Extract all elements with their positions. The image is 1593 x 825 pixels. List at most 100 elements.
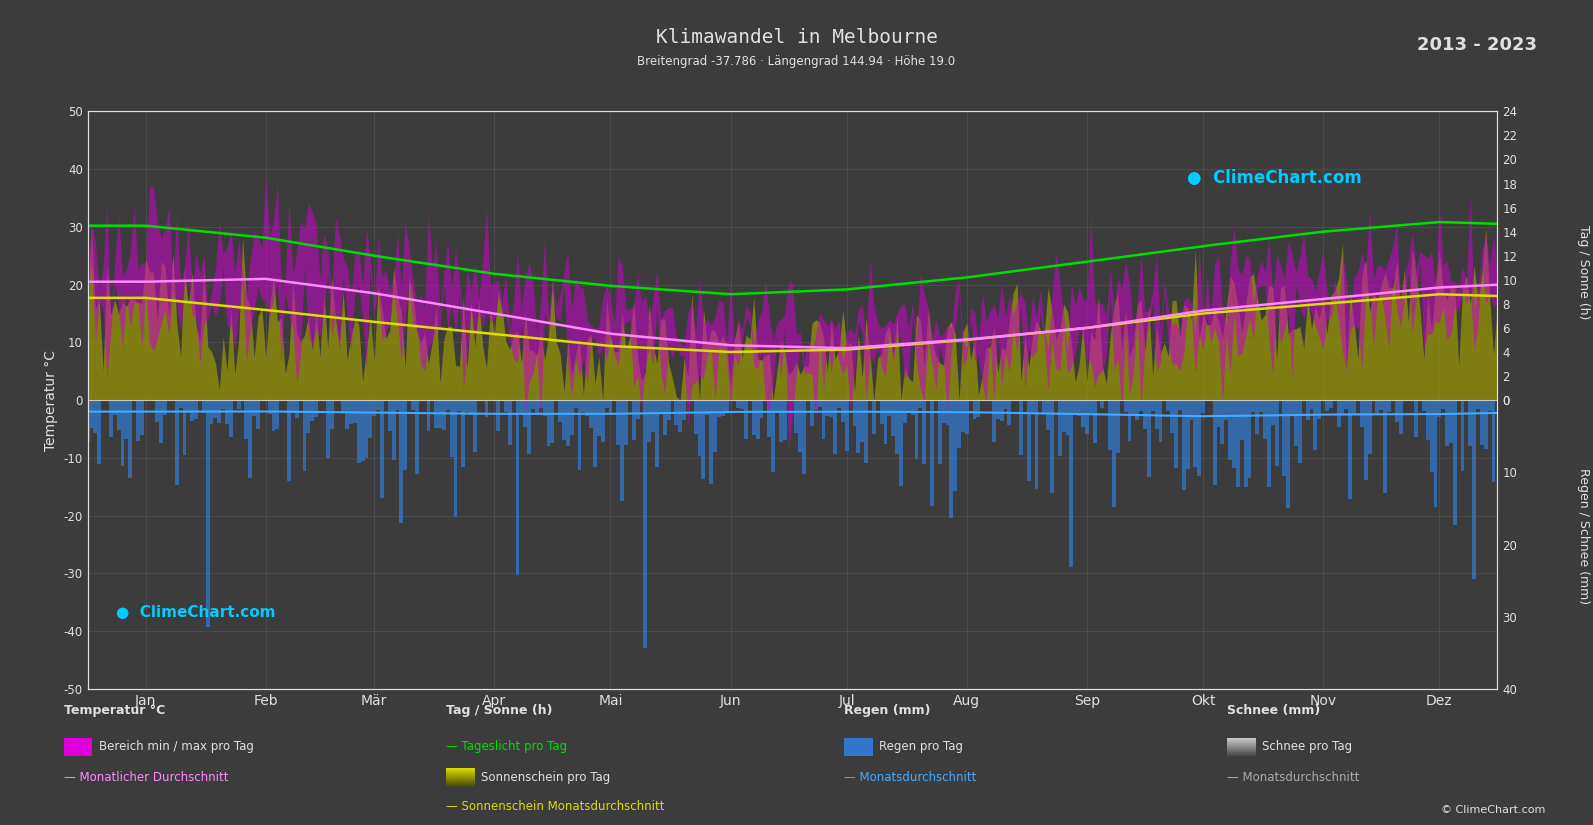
- Bar: [1082, 400, 1085, 427]
- Bar: [524, 400, 527, 427]
- Bar: [108, 400, 113, 437]
- Bar: [663, 400, 666, 436]
- Bar: [225, 400, 229, 424]
- Bar: [760, 400, 763, 418]
- Text: — Monatlicher Durchschnitt: — Monatlicher Durchschnitt: [64, 771, 228, 784]
- Bar: [776, 400, 779, 413]
- Bar: [1007, 400, 1012, 425]
- Bar: [1247, 400, 1252, 478]
- Bar: [449, 400, 454, 457]
- Bar: [965, 400, 969, 434]
- Bar: [1193, 400, 1198, 467]
- Bar: [256, 400, 260, 428]
- Bar: [314, 400, 319, 417]
- Bar: [755, 400, 760, 439]
- Bar: [530, 400, 535, 409]
- Bar: [1445, 400, 1450, 446]
- Bar: [961, 400, 965, 431]
- Bar: [884, 400, 887, 444]
- Text: Breitengrad -37.786 · Längengrad 144.94 · Höhe 19.0: Breitengrad -37.786 · Längengrad 144.94 …: [637, 55, 956, 68]
- Bar: [949, 400, 953, 518]
- Bar: [1434, 400, 1437, 507]
- Bar: [1453, 400, 1456, 526]
- Bar: [660, 400, 663, 412]
- Bar: [782, 400, 787, 440]
- Bar: [898, 400, 903, 486]
- Text: Tag / Sonne (h): Tag / Sonne (h): [446, 704, 553, 717]
- Bar: [562, 400, 566, 440]
- Bar: [698, 400, 701, 456]
- Bar: [210, 400, 213, 424]
- Bar: [411, 400, 414, 410]
- Bar: [1274, 400, 1279, 466]
- Bar: [543, 400, 546, 417]
- Bar: [887, 400, 890, 416]
- Bar: [768, 400, 771, 437]
- Bar: [140, 400, 143, 435]
- Bar: [930, 400, 933, 506]
- Bar: [349, 400, 354, 424]
- Bar: [558, 400, 562, 422]
- Bar: [1239, 400, 1244, 440]
- Bar: [636, 400, 639, 419]
- Bar: [295, 400, 299, 418]
- Text: Temperatur °C: Temperatur °C: [64, 704, 166, 717]
- Bar: [1147, 400, 1150, 477]
- Bar: [1317, 400, 1321, 419]
- Bar: [1309, 400, 1314, 408]
- Bar: [1123, 400, 1128, 412]
- Bar: [605, 400, 609, 408]
- Bar: [306, 400, 311, 432]
- Bar: [860, 400, 863, 442]
- Bar: [879, 400, 884, 424]
- Bar: [400, 400, 403, 523]
- Bar: [1480, 400, 1483, 445]
- Bar: [1144, 400, 1147, 429]
- Text: — Monatsdurchschnitt: — Monatsdurchschnitt: [1227, 771, 1359, 784]
- Bar: [1395, 400, 1399, 422]
- Bar: [354, 400, 357, 423]
- Bar: [566, 400, 570, 446]
- Bar: [535, 400, 538, 414]
- Bar: [249, 400, 252, 478]
- Bar: [581, 400, 585, 412]
- Bar: [752, 400, 755, 435]
- Bar: [736, 400, 741, 408]
- Bar: [205, 400, 210, 627]
- Bar: [1290, 400, 1294, 414]
- Bar: [809, 400, 814, 426]
- Bar: [1341, 400, 1344, 415]
- Text: © ClimeChart.com: © ClimeChart.com: [1440, 805, 1545, 815]
- Bar: [1171, 400, 1174, 432]
- Bar: [1174, 400, 1177, 469]
- Bar: [178, 400, 183, 408]
- Bar: [237, 400, 241, 409]
- Bar: [1201, 400, 1204, 413]
- Bar: [946, 400, 949, 425]
- Bar: [852, 400, 857, 427]
- Bar: [1364, 400, 1368, 479]
- Bar: [202, 400, 205, 413]
- Bar: [1000, 400, 1004, 422]
- Bar: [457, 400, 462, 411]
- Bar: [1069, 400, 1074, 567]
- Bar: [1314, 400, 1317, 450]
- Bar: [922, 400, 926, 464]
- Bar: [1131, 400, 1136, 414]
- Text: Schnee (mm): Schnee (mm): [1227, 704, 1321, 717]
- Bar: [624, 400, 628, 445]
- Bar: [841, 400, 844, 422]
- Bar: [462, 400, 465, 467]
- Bar: [1483, 400, 1488, 449]
- Bar: [156, 400, 159, 422]
- Bar: [977, 400, 980, 417]
- Bar: [276, 400, 279, 429]
- Bar: [1399, 400, 1402, 433]
- Y-axis label: Temperatur °C: Temperatur °C: [45, 350, 57, 450]
- Bar: [655, 400, 660, 467]
- Bar: [895, 400, 898, 454]
- Bar: [957, 400, 961, 448]
- Bar: [1050, 400, 1055, 493]
- Bar: [1185, 400, 1190, 469]
- Bar: [538, 400, 543, 408]
